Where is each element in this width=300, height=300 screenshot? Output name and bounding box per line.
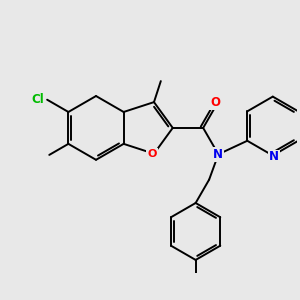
Text: O: O (210, 96, 220, 109)
Text: Cl: Cl (31, 93, 44, 106)
Text: N: N (213, 148, 224, 161)
Text: O: O (147, 149, 157, 159)
Text: N: N (269, 151, 279, 164)
